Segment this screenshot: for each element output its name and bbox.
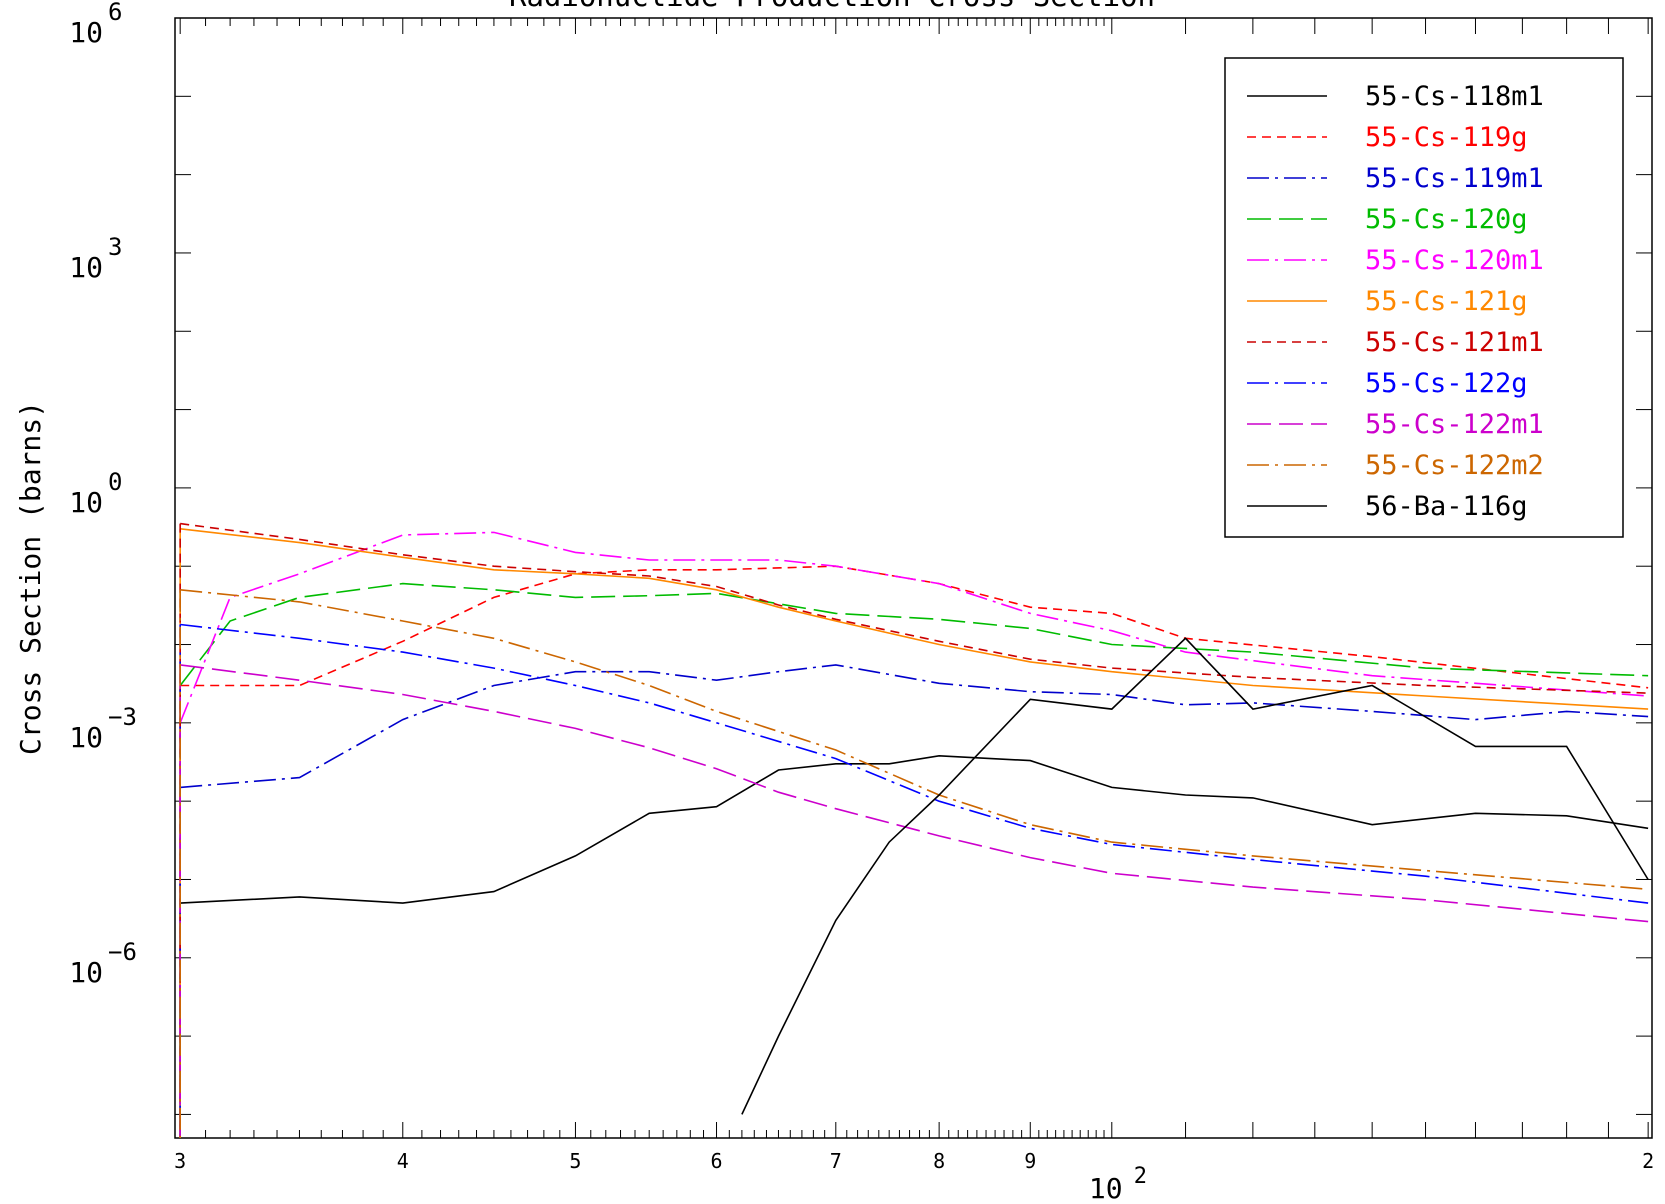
y-tick-exponent: −3 (108, 703, 137, 731)
series-line-2 (180, 565, 1649, 689)
series-line-6 (180, 528, 1649, 710)
legend-label-6: 55-Cs-121g (1365, 286, 1528, 317)
series-line-11 (741, 637, 1649, 1115)
series-line-9 (180, 664, 1649, 923)
chart-title: Radionuclide Production Cross Section (509, 0, 1155, 13)
y-tick-label: 10 (69, 486, 103, 519)
series-line-10 (180, 589, 1649, 891)
series-line-1 (180, 754, 1649, 904)
x-tick-label: 4 (397, 1149, 409, 1173)
y-tick-label: 10 (69, 721, 103, 754)
x-tick-label: 7 (830, 1149, 842, 1173)
series-line-5 (179, 531, 1649, 724)
legend-label-11: 56-Ba-116g (1365, 491, 1528, 522)
legend-label-9: 55-Cs-122m1 (1365, 409, 1544, 440)
plot-area (179, 522, 1649, 1138)
legend-label-4: 55-Cs-120g (1365, 204, 1528, 235)
legend-label-3: 55-Cs-119m1 (1365, 163, 1544, 194)
y-axis-label: Cross Section (barns) (14, 401, 47, 755)
y-tick-label: 10 (69, 16, 103, 49)
series-line-7 (180, 522, 1649, 694)
x-tick-label: 3 (174, 1149, 186, 1173)
y-tick-exponent: −6 (108, 938, 137, 966)
y-tick-exponent: 6 (108, 0, 122, 26)
y-tick-label: 10 (69, 251, 103, 284)
legend: 55-Cs-118m1 55-Cs-119g 55-Cs-119m1 55-Cs-12… (1224, 57, 1624, 538)
series-line-4 (179, 582, 1649, 686)
x-tick-label: 2 (1642, 1149, 1654, 1173)
x-decade-exponent: 2 (1134, 1164, 1147, 1189)
legend-box (1224, 57, 1624, 538)
x-tick-label: 5 (569, 1149, 581, 1173)
y-tick-label: 10 (69, 956, 103, 989)
legend-label-1: 55-Cs-118m1 (1365, 81, 1544, 112)
series-line-8 (180, 623, 1649, 904)
legend-label-10: 55-Cs-122m2 (1365, 450, 1544, 481)
x-decade-label: 10 (1089, 1172, 1123, 1204)
series-line-3 (180, 664, 1649, 789)
y-tick-exponent: 0 (108, 468, 122, 496)
legend-label-7: 55-Cs-121m1 (1365, 327, 1544, 358)
plot-frame (174, 17, 1653, 1139)
x-tick-label: 8 (933, 1149, 945, 1173)
legend-label-8: 55-Cs-122g (1365, 368, 1528, 399)
y-tick-exponent: 3 (108, 233, 122, 261)
legend-label-5: 55-Cs-120m1 (1365, 245, 1544, 276)
legend-label-2: 55-Cs-119g (1365, 122, 1528, 153)
x-tick-label: 6 (711, 1149, 723, 1173)
x-tick-label: 9 (1024, 1149, 1036, 1173)
